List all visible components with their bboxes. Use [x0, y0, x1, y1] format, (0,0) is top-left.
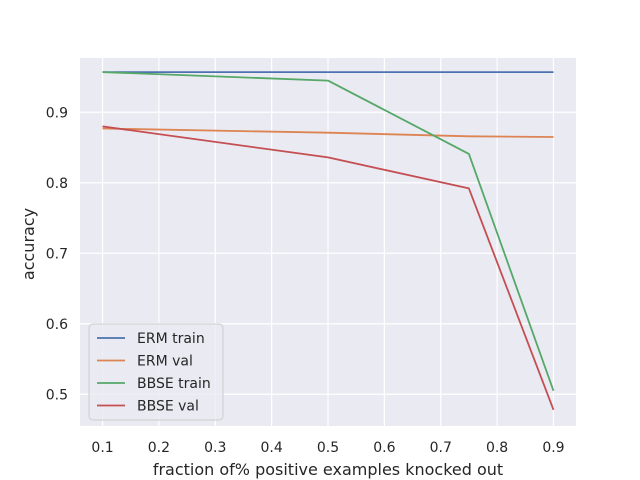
y-tick-labels: 0.5 0.6 0.7 0.8 0.9: [46, 105, 68, 403]
x-tick-label: 0.1: [91, 440, 113, 456]
y-tick-label: 0.7: [46, 246, 68, 262]
x-tick-label: 0.7: [430, 440, 452, 456]
x-tick-label: 0.9: [542, 440, 564, 456]
series-line-bbse-val: [102, 125, 555, 411]
x-tick-label: 0.3: [204, 440, 226, 456]
grid: [80, 58, 576, 426]
legend-entry: BBSE train: [137, 376, 211, 392]
x-tick-labels: 0.1 0.2 0.3 0.4 0.5 0.6 0.7 0.8 0.9: [91, 440, 564, 456]
y-axis-label: accuracy: [19, 208, 38, 280]
series-line-erm-val: [102, 127, 554, 138]
legend-entry: BBSE val: [137, 399, 199, 415]
series-line-bbse-train: [102, 71, 555, 392]
y-tick-label: 0.5: [46, 387, 68, 403]
legend: ERM train ERM val BBSE train BBSE val: [88, 323, 224, 421]
x-tick-label: 0.8: [486, 440, 508, 456]
y-tick-label: 0.8: [46, 176, 68, 192]
y-tick-label: 0.6: [46, 317, 68, 333]
legend-entry: ERM train: [137, 331, 205, 347]
series-lines: [102, 71, 555, 411]
x-tick-label: 0.6: [373, 440, 395, 456]
legend-entry: ERM val: [137, 354, 193, 370]
legend-box: [88, 323, 224, 421]
x-axis-label: fraction of% positive examples knocked o…: [153, 460, 503, 479]
x-tick-label: 0.2: [148, 440, 170, 456]
y-tick-label: 0.9: [46, 105, 68, 121]
x-tick-label: 0.4: [261, 440, 283, 456]
x-tick-label: 0.5: [317, 440, 339, 456]
